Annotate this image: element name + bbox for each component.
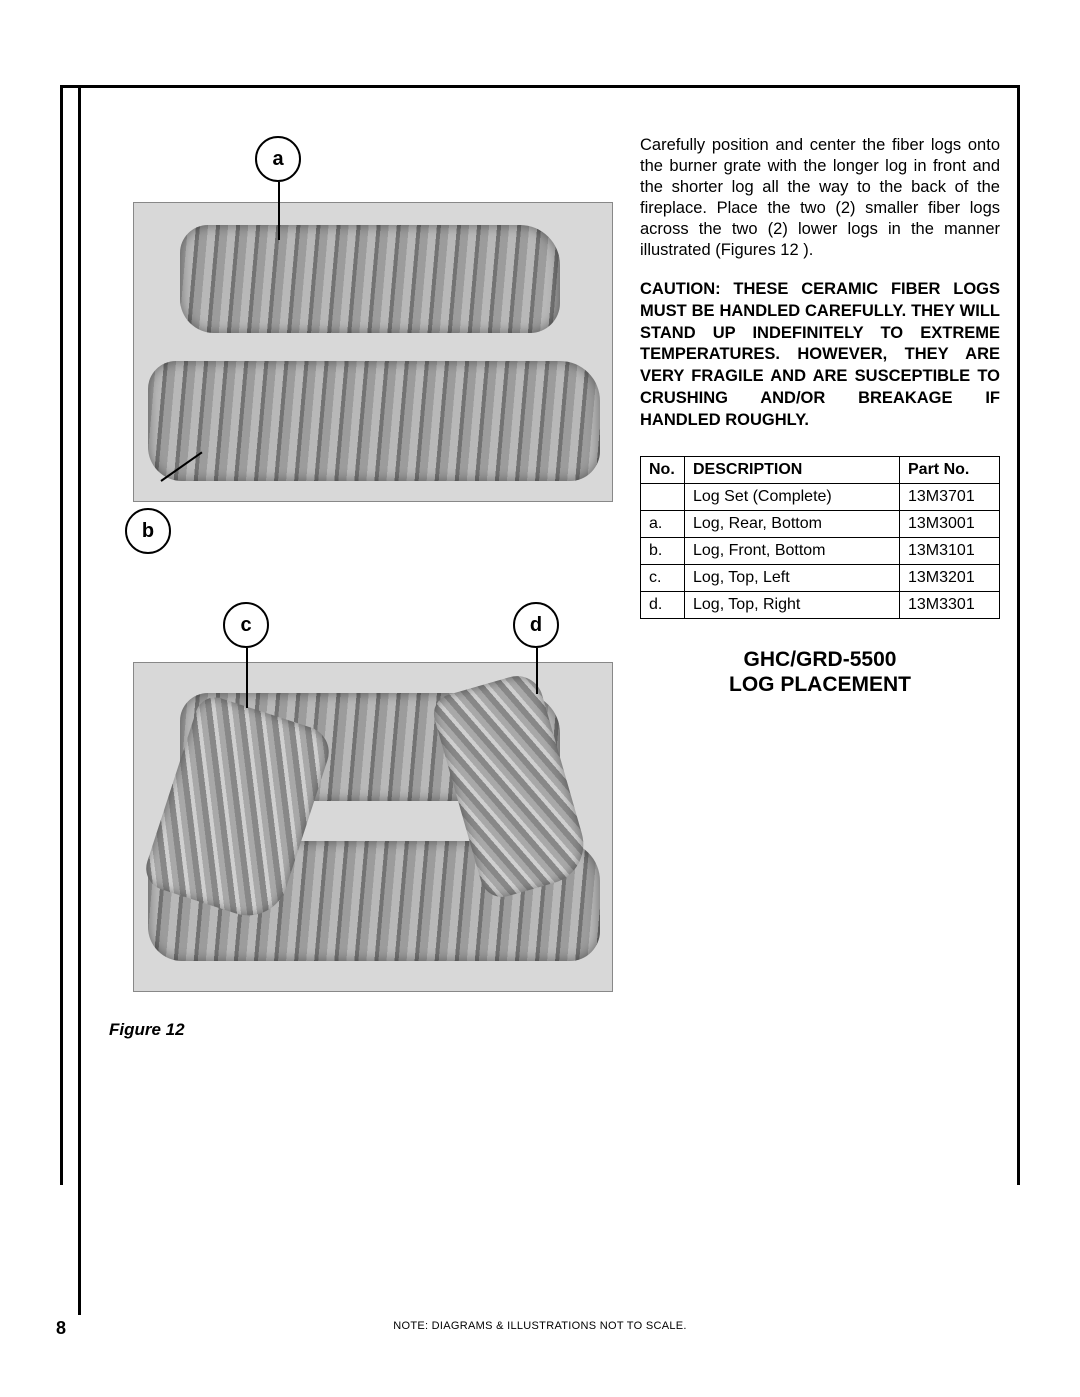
lead-d	[536, 648, 538, 694]
log-b-front	[148, 361, 600, 481]
callout-d: d	[513, 602, 559, 648]
figure-caption: Figure 12	[109, 1020, 185, 1040]
table-row: a. Log, Rear, Bottom 13M3001	[641, 510, 1000, 537]
table-row: d. Log, Top, Right 13M3301	[641, 591, 1000, 618]
cell-desc: Log, Rear, Bottom	[685, 510, 900, 537]
cell-part: 13M3701	[900, 483, 1000, 510]
table-row: c. Log, Top, Left 13M3201	[641, 564, 1000, 591]
header-no: No.	[641, 456, 685, 483]
cell-part: 13M3001	[900, 510, 1000, 537]
cell-no: d.	[641, 591, 685, 618]
cell-no: a.	[641, 510, 685, 537]
section-title-line2: LOG PLACEMENT	[729, 673, 911, 696]
header-desc: DESCRIPTION	[685, 456, 900, 483]
right-column: Carefully position and center the fiber …	[640, 118, 1000, 697]
section-title: GHC/GRD-5500 LOG PLACEMENT	[640, 647, 1000, 697]
parts-table: No. DESCRIPTION Part No. Log Set (Comple…	[640, 456, 1000, 619]
lead-a	[278, 182, 280, 240]
cell-no	[641, 483, 685, 510]
cell-desc: Log, Top, Left	[685, 564, 900, 591]
section-title-line1: GHC/GRD-5500	[744, 648, 897, 671]
cell-no: b.	[641, 537, 685, 564]
cell-desc: Log, Front, Bottom	[685, 537, 900, 564]
cell-part: 13M3301	[900, 591, 1000, 618]
cell-desc: Log, Top, Right	[685, 591, 900, 618]
cell-no: c.	[641, 564, 685, 591]
content-area: a b c d Figure 12 Carefully position and…	[95, 100, 1005, 1160]
table-header-row: No. DESCRIPTION Part No.	[641, 456, 1000, 483]
callout-b: b	[125, 508, 171, 554]
photo-lower	[133, 662, 613, 992]
inner-margin-rule	[78, 85, 81, 1315]
caution-paragraph: CAUTION: THESE CERAMIC FIBER LOGS MUST B…	[640, 279, 1000, 431]
diagram-area: a b c d Figure 12	[105, 110, 625, 1050]
cell-desc: Log Set (Complete)	[685, 483, 900, 510]
table-row: Log Set (Complete) 13M3701	[641, 483, 1000, 510]
cell-part: 13M3101	[900, 537, 1000, 564]
header-part: Part No.	[900, 456, 1000, 483]
callout-a: a	[255, 136, 301, 182]
cell-part: 13M3201	[900, 564, 1000, 591]
footnote: NOTE: DIAGRAMS & ILLUSTRATIONS NOT TO SC…	[0, 1320, 1080, 1332]
callout-c: c	[223, 602, 269, 648]
lead-c	[246, 648, 248, 708]
photo-upper	[133, 202, 613, 502]
instruction-paragraph: Carefully position and center the fiber …	[640, 135, 1000, 262]
log-a-rear	[180, 225, 560, 333]
table-row: b. Log, Front, Bottom 13M3101	[641, 537, 1000, 564]
